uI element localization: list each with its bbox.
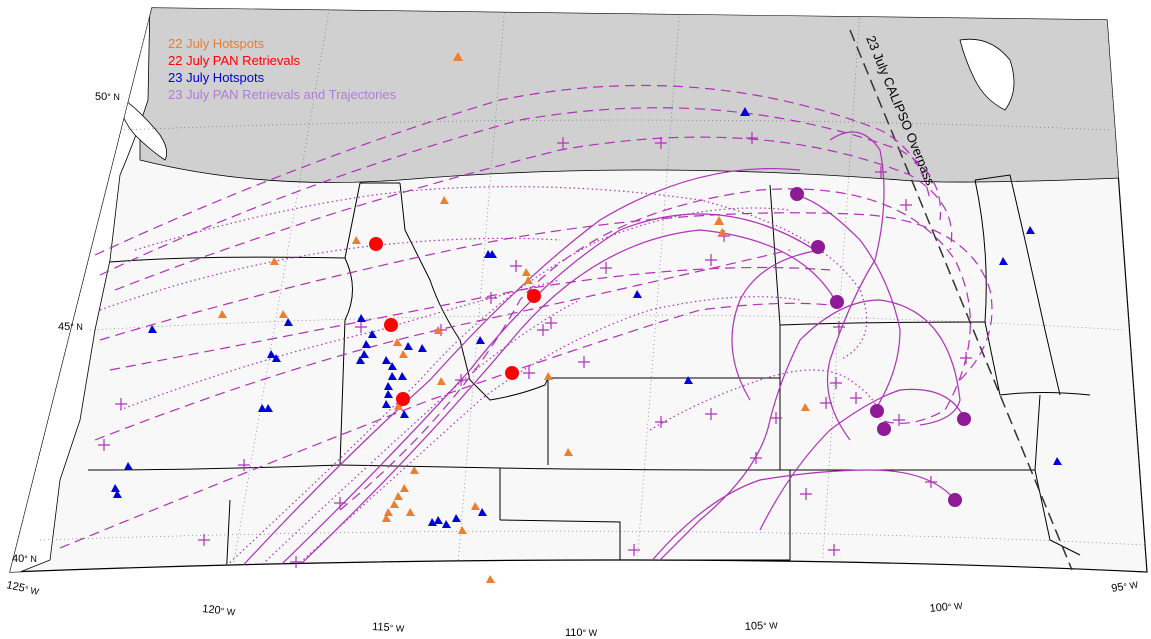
lon-label-105: 105° W bbox=[745, 619, 779, 633]
calipso-overpass-line bbox=[849, 29, 1073, 571]
lat-label-50: 50° N bbox=[95, 91, 120, 103]
legend-entry-22-july-pan: 22 July PAN Retrievals bbox=[168, 53, 300, 68]
vancouver-island bbox=[117, 94, 168, 161]
lon-label-125: 125° W bbox=[5, 579, 40, 598]
lon-label-110: 110° W bbox=[565, 627, 598, 639]
pan-retrievals-23-july bbox=[790, 187, 971, 507]
lon-label-120: 120° W bbox=[202, 603, 237, 618]
longitude-labels: 125° W 120° W 115° W 110° W 105° W 100° … bbox=[5, 578, 1139, 639]
state-borders bbox=[87, 174, 1091, 572]
hotspots-23-july bbox=[111, 107, 1062, 528]
pan-retrievals-22-july bbox=[369, 237, 541, 406]
graticule bbox=[10, 8, 1147, 572]
legend-entry-23-july-hotspots: 23 July Hotspots bbox=[168, 70, 265, 85]
lat-label-45: 45° N bbox=[58, 321, 83, 333]
lat-label-40: 40° N bbox=[12, 553, 37, 565]
legend-entry-22-july-hotspots: 22 July Hotspots bbox=[168, 36, 265, 51]
legend: 22 July Hotspots 22 July PAN Retrievals … bbox=[168, 36, 397, 102]
lon-label-115: 115° W bbox=[372, 621, 405, 635]
trajectories bbox=[59, 84, 993, 572]
latitude-labels: 50° N 45° N 40° N bbox=[12, 91, 120, 565]
trajectory-markers bbox=[98, 132, 972, 568]
lon-label-100: 100° W bbox=[929, 600, 964, 615]
northern-lake bbox=[959, 38, 1015, 111]
hotspots-22-july bbox=[218, 52, 810, 583]
legend-entry-23-july-pan: 23 July PAN Retrievals and Trajectories bbox=[168, 87, 397, 102]
lon-label-95: 95° W bbox=[1110, 578, 1139, 595]
